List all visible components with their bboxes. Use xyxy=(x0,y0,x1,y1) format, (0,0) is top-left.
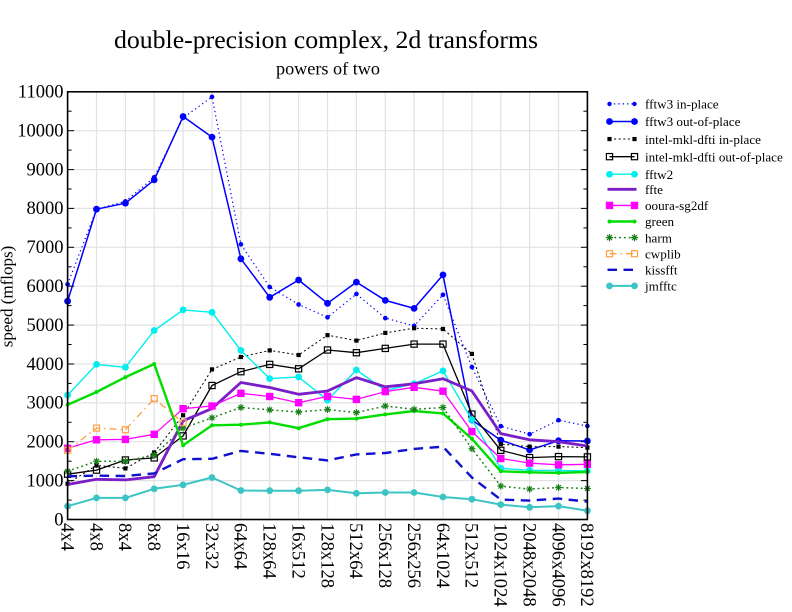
svg-text:8x8: 8x8 xyxy=(143,523,164,551)
svg-text:fftw3 in-place: fftw3 in-place xyxy=(645,97,719,112)
svg-text:ooura-sg2df: ooura-sg2df xyxy=(645,198,709,213)
svg-text:6000: 6000 xyxy=(27,277,64,297)
svg-text:8192x8192: 8192x8192 xyxy=(576,523,597,607)
svg-text:32x32: 32x32 xyxy=(201,523,222,569)
svg-text:cwplib: cwplib xyxy=(645,246,681,261)
svg-text:5000: 5000 xyxy=(27,316,64,336)
svg-text:8000: 8000 xyxy=(27,199,64,219)
svg-text:2000: 2000 xyxy=(27,433,64,453)
svg-text:fftw3 out-of-place: fftw3 out-of-place xyxy=(645,114,741,129)
svg-text:intel-mkl-dfti out-of-place: intel-mkl-dfti out-of-place xyxy=(645,149,783,164)
svg-text:4x8: 4x8 xyxy=(85,523,106,551)
svg-text:2048x2048: 2048x2048 xyxy=(518,523,539,607)
svg-text:4096x4096: 4096x4096 xyxy=(547,523,568,607)
svg-text:128x128: 128x128 xyxy=(316,523,337,588)
svg-text:64x64: 64x64 xyxy=(230,523,251,569)
svg-text:11000: 11000 xyxy=(18,83,64,103)
svg-text:16x16: 16x16 xyxy=(172,523,193,569)
svg-text:8x4: 8x4 xyxy=(114,523,135,551)
svg-text:64x1024: 64x1024 xyxy=(432,523,453,588)
svg-text:ffte: ffte xyxy=(645,182,663,197)
svg-text:10000: 10000 xyxy=(17,122,63,142)
svg-text:256x128: 256x128 xyxy=(374,523,395,588)
svg-text:4x4: 4x4 xyxy=(56,523,77,551)
svg-text:1024x1024: 1024x1024 xyxy=(490,523,511,607)
svg-text:kissfft: kissfft xyxy=(645,263,678,278)
svg-text:0: 0 xyxy=(54,510,63,530)
svg-text:7000: 7000 xyxy=(27,238,64,258)
svg-text:128x64: 128x64 xyxy=(259,523,280,579)
svg-text:16x512: 16x512 xyxy=(287,523,308,579)
svg-text:double-precision complex, 2d t: double-precision complex, 2d transforms xyxy=(114,25,538,54)
svg-text:1000: 1000 xyxy=(27,471,64,491)
svg-text:9000: 9000 xyxy=(27,160,64,180)
svg-text:256x256: 256x256 xyxy=(403,523,424,588)
svg-text:speed (mflops): speed (mflops) xyxy=(0,246,17,348)
svg-text:intel-mkl-dfti in-place: intel-mkl-dfti in-place xyxy=(645,132,761,147)
svg-text:powers of two: powers of two xyxy=(276,59,380,79)
svg-text:512x64: 512x64 xyxy=(345,523,366,579)
svg-text:green: green xyxy=(645,214,675,229)
svg-text:3000: 3000 xyxy=(27,394,64,414)
svg-text:jmfftc: jmfftc xyxy=(644,279,677,294)
svg-text:4000: 4000 xyxy=(27,355,64,375)
svg-text:fftw2: fftw2 xyxy=(645,167,673,182)
svg-text:512x512: 512x512 xyxy=(461,523,482,588)
svg-text:harm: harm xyxy=(645,230,672,245)
